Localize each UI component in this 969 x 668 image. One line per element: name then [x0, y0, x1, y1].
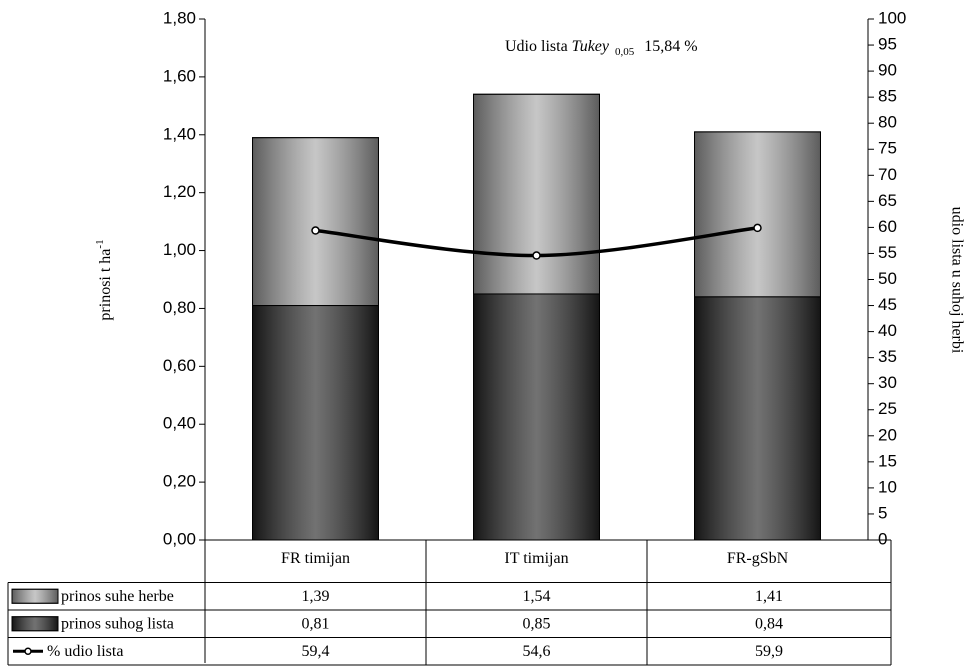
- data-label: 0,85: [523, 615, 551, 632]
- bars: [252, 93, 821, 541]
- y2-tick-label: 55: [878, 243, 897, 262]
- y-tick-label: 1,40: [163, 124, 196, 143]
- y-tick-label: 1,80: [163, 8, 196, 27]
- y2-tick-label: 75: [878, 139, 897, 158]
- data-label: 59,4: [302, 643, 330, 660]
- y2-tick-label: 65: [878, 191, 897, 210]
- y2-tick-label: 70: [878, 165, 897, 184]
- x-tick-label: FR-gSbN: [727, 550, 789, 567]
- bar-shade: [252, 305, 379, 541]
- y-axis-label-text: prinosi t ha: [97, 249, 114, 321]
- y2-tick-label: 60: [878, 217, 897, 236]
- y2-tick-label: 85: [878, 87, 897, 106]
- bar-shade: [473, 293, 600, 541]
- annotation-text: Udio lista: [505, 38, 568, 55]
- legend-swatch-shade: [11, 616, 59, 632]
- y2-tick-label: 35: [878, 347, 897, 366]
- y-tick-label: 1,00: [163, 240, 196, 259]
- data-label: 0,81: [302, 615, 330, 632]
- y2-tick-label: 30: [878, 373, 897, 392]
- data-label: 1,39: [302, 588, 330, 605]
- y2-tick-label: 40: [878, 321, 897, 340]
- y2-tick-label: 45: [878, 295, 897, 314]
- x-tick-label: FR timijan: [281, 550, 350, 567]
- y2-tick-label: 10: [878, 477, 897, 496]
- line-marker: [532, 251, 541, 260]
- data-label: 0,84: [755, 615, 783, 632]
- y2-tick-label: 90: [878, 61, 897, 80]
- data-label: 1,41: [755, 588, 783, 605]
- y-tick-label: 1,60: [163, 66, 196, 85]
- y-axis-label: prinosi t ha-1: [94, 239, 114, 320]
- y2-tick-label: 5: [878, 503, 887, 522]
- legend-label: prinos suhog lista: [61, 615, 174, 632]
- x-tick-label: IT timijan: [504, 550, 568, 567]
- y-tick-label: 0,60: [163, 356, 196, 375]
- y2-tick-label: 100: [878, 8, 906, 27]
- y-tick-label: 0,20: [163, 472, 196, 491]
- legend-swatch-shade: [11, 588, 59, 604]
- legend-marker: [24, 647, 32, 655]
- y2-tick-label: 25: [878, 399, 897, 418]
- y2-tick-label: 20: [878, 425, 897, 444]
- annotation: Udio lista Tukey 0,05 15,84 %: [505, 38, 698, 58]
- annotation-value: 15,84 %: [644, 38, 697, 55]
- data-table: FR timijan IT timijan FR-gSbN prinos suhe h…: [7, 539, 892, 666]
- y-tick-label: 1,20: [163, 182, 196, 201]
- annotation-subscript: 0,05: [615, 46, 635, 58]
- y2-tick-label: 50: [878, 269, 897, 288]
- y-tick-label: 0,40: [163, 414, 196, 433]
- y2-axis-label: udio lista u suhoj herbi: [948, 207, 965, 354]
- y-tick-label: 0,00: [163, 529, 196, 548]
- y-tick-label: 0,80: [163, 298, 196, 317]
- data-label: 54,6: [523, 643, 551, 660]
- data-label: 1,54: [523, 588, 551, 605]
- annotation-test: Tukey: [572, 38, 610, 55]
- legend-label: % udio lista: [47, 643, 123, 660]
- y-axis-label-superscript: -1: [94, 239, 106, 248]
- y2-tick-label: 95: [878, 35, 897, 54]
- data-label: 59,9: [755, 643, 783, 660]
- y2-tick-label: 0: [878, 529, 887, 548]
- y2-tick-label: 80: [878, 113, 897, 132]
- line-marker: [311, 226, 320, 235]
- bar-shade: [694, 296, 821, 541]
- legend-label: prinos suhe herbe: [61, 588, 174, 605]
- y2-tick-label: 15: [878, 451, 897, 470]
- axes: 0,00 0,20 0,40 0,60 0,80 1,00 1,20 1,40 1,60 1,80…: [163, 8, 906, 548]
- line-marker: [753, 223, 762, 233]
